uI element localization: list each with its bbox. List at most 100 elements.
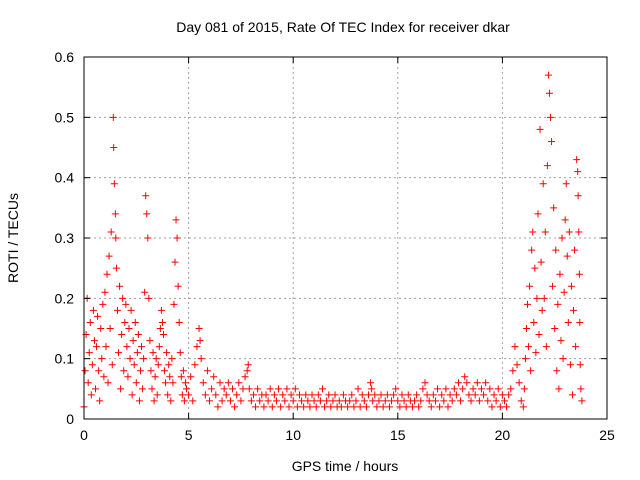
data-point: [482, 379, 490, 387]
data-point: [564, 318, 572, 326]
data-point: [84, 379, 92, 387]
data-point: [473, 379, 481, 387]
data-point: [87, 391, 95, 399]
data-point: [388, 397, 396, 405]
data-point: [256, 397, 264, 405]
data-point: [400, 397, 408, 405]
data-point: [109, 113, 117, 121]
y-tick-label: 0.1: [55, 351, 75, 367]
data-point: [171, 258, 179, 266]
data-point: [201, 391, 209, 399]
data-point: [519, 403, 527, 411]
data-point: [392, 385, 400, 393]
data-point: [463, 379, 471, 387]
data-point: [189, 397, 197, 405]
x-tick-label: 5: [185, 427, 193, 443]
data-point: [404, 391, 412, 399]
data-point: [132, 379, 140, 387]
data-point: [95, 367, 103, 375]
data-point: [549, 282, 557, 290]
data-point: [390, 391, 398, 399]
data-point: [86, 318, 94, 326]
data-point: [565, 228, 573, 236]
data-point: [577, 385, 585, 393]
data-point: [427, 403, 435, 411]
data-point: [183, 385, 191, 393]
data-point: [448, 397, 456, 405]
data-point: [103, 270, 111, 278]
data-point: [540, 294, 548, 302]
data-point: [168, 355, 176, 363]
data-point: [354, 385, 362, 393]
data-point: [181, 379, 189, 387]
x-tick-label: 10: [285, 427, 301, 443]
data-point: [100, 373, 108, 381]
data-point: [135, 397, 143, 405]
data-point: [442, 385, 450, 393]
data-point: [444, 403, 452, 411]
data-point: [368, 385, 376, 393]
data-point: [454, 379, 462, 387]
data-point: [110, 144, 118, 151]
data-point: [216, 379, 224, 387]
data-point: [262, 391, 270, 399]
data-point: [459, 385, 467, 393]
data-point: [133, 349, 141, 357]
data-points: [80, 71, 586, 411]
data-point: [115, 349, 123, 357]
data-point: [572, 343, 580, 351]
data-point: [379, 403, 387, 411]
data-point: [141, 288, 149, 296]
data-point: [98, 355, 106, 363]
data-point: [124, 373, 132, 381]
data-point: [131, 318, 139, 326]
data-point: [212, 391, 220, 399]
data-point: [517, 397, 525, 405]
data-point: [143, 210, 151, 218]
data-point: [537, 258, 545, 266]
data-point: [94, 312, 102, 320]
data-point: [520, 385, 528, 393]
data-point: [434, 385, 442, 393]
data-point: [156, 325, 164, 332]
data-point: [300, 403, 308, 411]
data-point: [155, 343, 163, 351]
data-point: [446, 391, 454, 399]
data-point: [352, 397, 360, 405]
data-point: [538, 306, 546, 314]
x-tick-label: 25: [599, 427, 615, 443]
chart-title: Day 081 of 2015, Rate Of TEC Index for r…: [176, 19, 510, 35]
data-point: [233, 391, 241, 399]
data-point: [275, 385, 283, 393]
data-point: [229, 385, 237, 393]
data-point: [203, 367, 211, 375]
data-point: [452, 391, 460, 399]
data-point: [505, 391, 513, 399]
data-point: [509, 367, 517, 375]
data-point: [344, 403, 352, 411]
data-point: [323, 397, 331, 405]
data-point: [287, 391, 295, 399]
data-point: [298, 397, 306, 405]
data-point: [122, 300, 130, 308]
data-point: [440, 397, 448, 405]
data-point: [134, 331, 142, 339]
data-point: [116, 282, 124, 290]
data-point: [130, 361, 138, 369]
data-point: [196, 337, 204, 345]
data-point: [175, 318, 183, 326]
data-point: [199, 379, 207, 387]
data-point: [108, 361, 116, 369]
data-point: [152, 355, 160, 363]
data-point: [187, 373, 195, 381]
data-point: [231, 403, 239, 411]
data-point: [515, 379, 523, 387]
data-point: [112, 264, 120, 272]
data-point: [557, 337, 565, 345]
data-point: [339, 391, 347, 399]
data-point: [421, 379, 429, 387]
data-point: [224, 379, 232, 387]
data-point: [375, 397, 383, 405]
data-point: [138, 343, 146, 351]
data-point: [180, 397, 188, 405]
